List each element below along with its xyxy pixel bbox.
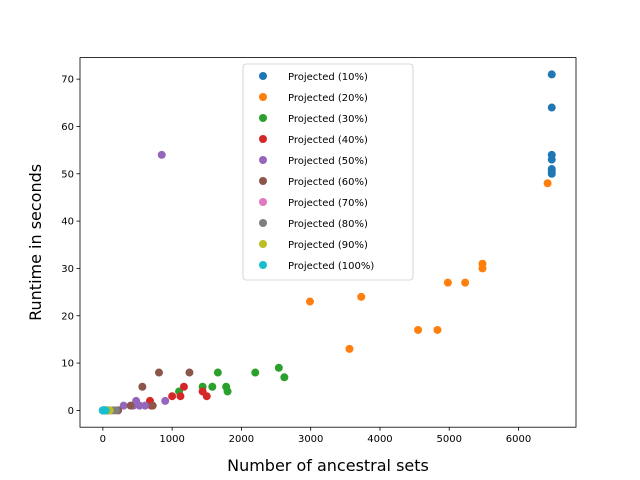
- legend-label: Projected (10%): [288, 72, 368, 83]
- data-point: [179, 382, 188, 391]
- legend-item: Projected (10%): [259, 72, 368, 83]
- legend-item: Projected (60%): [259, 177, 368, 188]
- y-tick-label: 40: [61, 217, 74, 228]
- data-point: [547, 155, 556, 164]
- legend-marker: [259, 198, 267, 206]
- legend-item: Projected (30%): [259, 114, 368, 125]
- x-axis-label: Number of ancestral sets: [227, 456, 429, 475]
- legend-label: Projected (50%): [288, 156, 368, 167]
- legend-marker: [259, 156, 267, 164]
- legend-item: Projected (80%): [259, 219, 368, 230]
- plot-frame: [79, 57, 577, 428]
- data-point: [101, 406, 110, 415]
- x-tick-label: 5000: [437, 434, 462, 445]
- y-tick-label: 0: [68, 406, 74, 417]
- x-tick-label: 2000: [229, 434, 254, 445]
- x-axis-ticks: 0 1000 2000 3000 4000 5000 6000: [100, 427, 531, 445]
- data-point: [154, 368, 163, 377]
- data-point: [547, 169, 556, 178]
- legend-label: Projected (100%): [288, 261, 374, 272]
- data-point: [161, 396, 170, 405]
- legend-item: Projected (70%): [259, 198, 368, 209]
- data-point: [274, 363, 283, 372]
- y-tick-label: 10: [61, 359, 74, 370]
- data-point: [135, 401, 144, 410]
- legend-item: Projected (90%): [259, 240, 368, 251]
- legend-label: Projected (20%): [288, 93, 368, 104]
- y-tick-label: 50: [61, 169, 74, 180]
- legend: Projected (10%) Projected (20%) Projected …: [242, 63, 414, 281]
- legend-marker: [259, 177, 267, 185]
- legend-marker: [259, 219, 267, 227]
- data-point: [223, 387, 232, 396]
- legend-marker: [259, 240, 267, 248]
- data-point: [414, 325, 423, 334]
- data-point: [208, 382, 217, 391]
- data-point: [345, 344, 354, 353]
- data-point: [251, 368, 260, 377]
- legend-label: Projected (60%): [288, 177, 368, 188]
- data-point: [157, 150, 166, 159]
- y-tick-label: 60: [61, 122, 74, 133]
- legend-marker: [259, 72, 267, 80]
- data-points: [98, 70, 556, 415]
- data-point: [478, 264, 487, 273]
- legend-box: [242, 63, 414, 281]
- y-axis-label: Runtime in seconds: [26, 164, 45, 321]
- data-point: [305, 297, 314, 306]
- x-tick-label: 4000: [367, 434, 392, 445]
- data-point: [213, 368, 222, 377]
- y-tick-label: 30: [61, 264, 74, 275]
- legend-item: Projected (20%): [259, 93, 368, 104]
- x-tick-label: 6000: [506, 434, 531, 445]
- data-point: [433, 325, 442, 334]
- data-point: [357, 292, 366, 301]
- x-tick-label: 0: [100, 434, 106, 445]
- x-tick-label: 1000: [159, 434, 184, 445]
- data-point: [461, 278, 470, 287]
- data-point: [112, 406, 121, 415]
- data-point: [141, 401, 150, 410]
- legend-item: Projected (100%): [259, 261, 374, 272]
- legend-label: Projected (30%): [288, 114, 368, 125]
- data-point: [543, 179, 552, 188]
- legend-marker: [259, 114, 267, 122]
- legend-item: Projected (40%): [259, 135, 368, 146]
- legend-marker: [259, 135, 267, 143]
- legend-marker: [259, 261, 267, 269]
- series-9: [98, 406, 110, 415]
- legend-label: Projected (40%): [288, 135, 368, 146]
- data-point: [202, 392, 211, 401]
- legend-item: Projected (50%): [259, 156, 368, 167]
- data-point: [280, 373, 289, 382]
- data-point: [547, 103, 556, 112]
- legend-marker: [259, 93, 267, 101]
- data-point: [547, 70, 556, 79]
- y-tick-label: 70: [61, 75, 74, 86]
- data-point: [119, 401, 128, 410]
- data-point: [168, 392, 177, 401]
- data-point: [138, 382, 147, 391]
- legend-label: Projected (70%): [288, 198, 368, 209]
- data-point: [185, 368, 194, 377]
- data-point: [126, 401, 135, 410]
- data-point: [148, 401, 157, 410]
- legend-label: Projected (90%): [288, 240, 368, 251]
- y-tick-label: 20: [61, 311, 74, 322]
- data-point: [176, 392, 185, 401]
- data-point: [443, 278, 452, 287]
- y-axis-ticks: 0 10 20 30 40 50 60 70: [61, 75, 80, 417]
- x-tick-label: 3000: [298, 434, 323, 445]
- legend-label: Projected (80%): [288, 219, 368, 230]
